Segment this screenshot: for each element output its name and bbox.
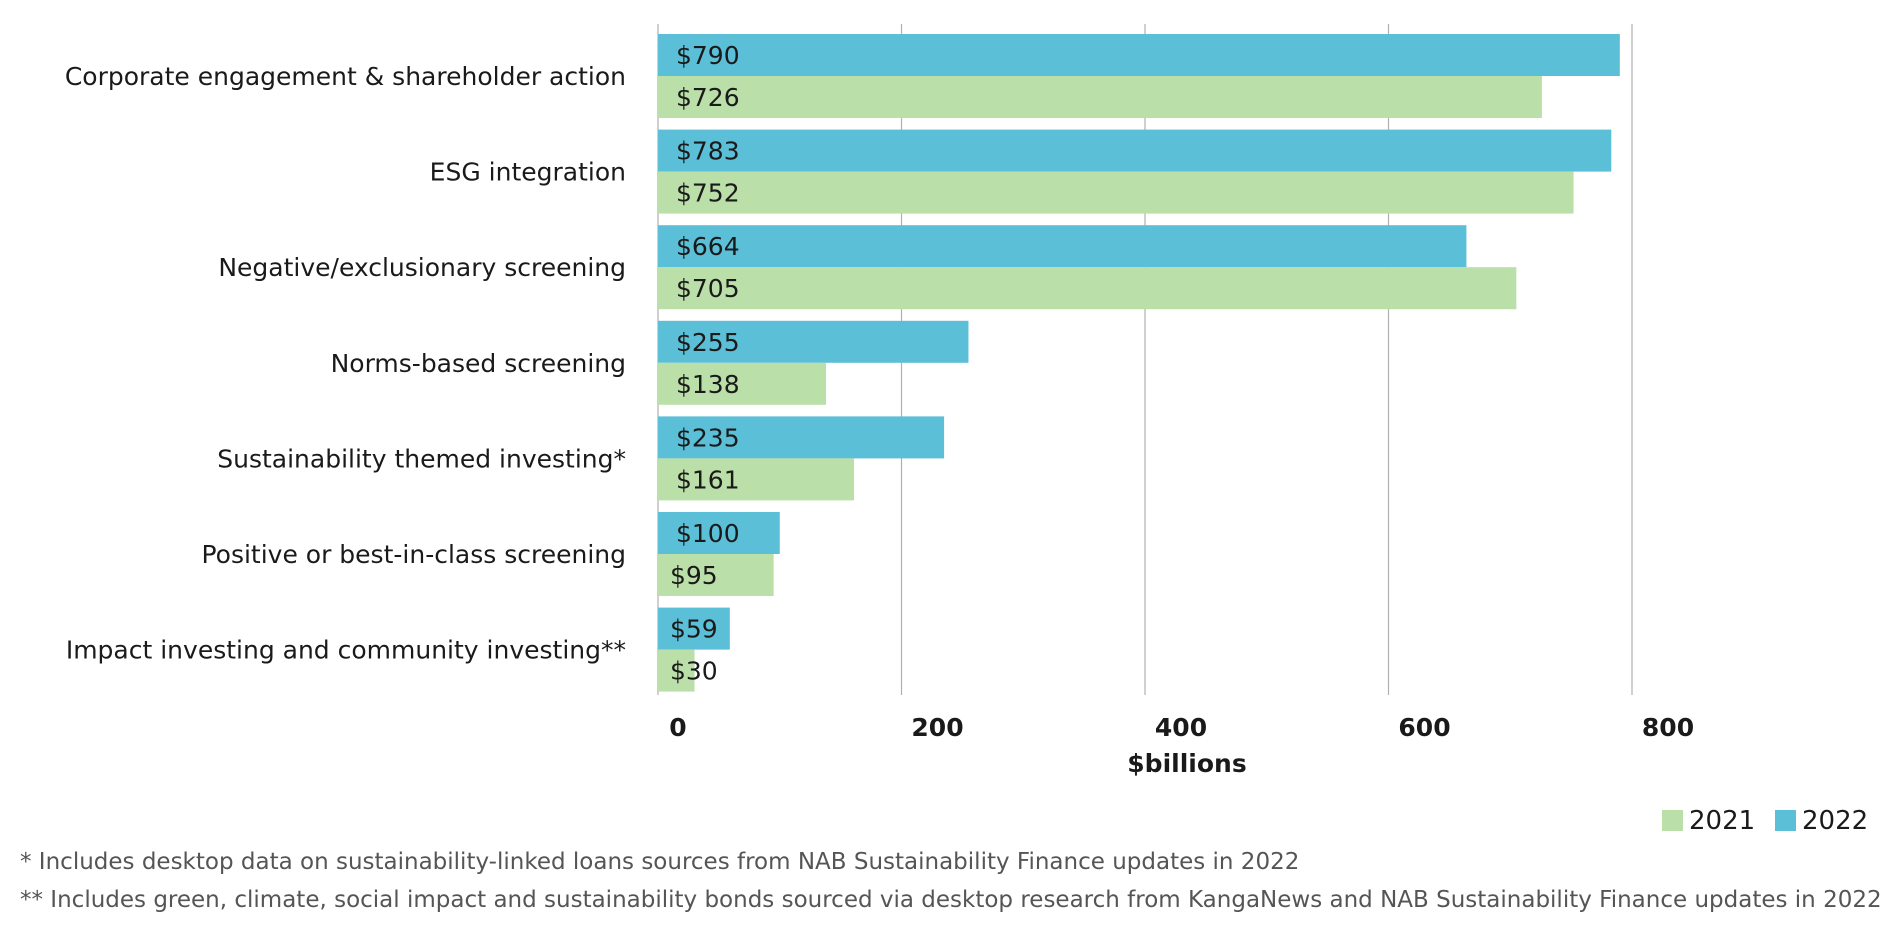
data-label: $30 bbox=[670, 657, 718, 686]
legend-label-2022: 2022 bbox=[1802, 806, 1868, 836]
bar-2021 bbox=[658, 76, 1542, 118]
data-label: $255 bbox=[676, 328, 740, 357]
data-label: $138 bbox=[676, 370, 740, 399]
category-label: Negative/exclusionary screening bbox=[218, 253, 626, 282]
bar-2021 bbox=[658, 649, 695, 692]
bar-2022 bbox=[658, 225, 1467, 268]
bar-2022 bbox=[658, 34, 1620, 76]
data-label: $664 bbox=[676, 232, 740, 261]
category-label: Corporate engagement & shareholder actio… bbox=[65, 62, 626, 91]
x-tick-label: 800 bbox=[1642, 713, 1694, 742]
category-label: Impact investing and community investing… bbox=[66, 636, 626, 665]
data-label: $790 bbox=[676, 41, 740, 70]
bar-2021 bbox=[658, 267, 1517, 310]
legend: 2021 2022 bbox=[1662, 806, 1868, 836]
data-label: $161 bbox=[676, 465, 740, 494]
x-tick-label: 200 bbox=[911, 713, 963, 742]
bar-2022 bbox=[658, 129, 1612, 172]
footnote-2: ** Includes green, climate, social impac… bbox=[20, 887, 1882, 913]
category-label: Positive or best-in-class screening bbox=[201, 540, 626, 569]
category-label: Norms-based screening bbox=[331, 349, 626, 378]
data-label: $705 bbox=[676, 274, 740, 303]
data-label: $100 bbox=[676, 519, 740, 548]
bar-2022 bbox=[658, 607, 730, 650]
data-label: $59 bbox=[670, 615, 718, 644]
bar-2022 bbox=[658, 416, 945, 459]
data-label: $95 bbox=[670, 561, 718, 590]
legend-swatch-2021 bbox=[1662, 810, 1683, 831]
bar-2021 bbox=[658, 554, 774, 596]
x-tick-label: 600 bbox=[1398, 713, 1450, 742]
x-tick-label: 400 bbox=[1155, 713, 1207, 742]
x-axis-ticks: 0 200 400 600 800 bbox=[669, 713, 1694, 742]
category-label: Sustainability themed investing* bbox=[217, 444, 626, 473]
legend-label-2021: 2021 bbox=[1689, 806, 1755, 836]
data-label: $235 bbox=[676, 423, 740, 452]
category-label: ESG integration bbox=[430, 158, 626, 187]
bar-2021 bbox=[658, 171, 1574, 214]
legend-swatch-2022 bbox=[1775, 810, 1796, 831]
bar-2021 bbox=[658, 362, 827, 405]
bar-2021 bbox=[658, 458, 855, 501]
data-label: $726 bbox=[676, 83, 740, 112]
data-label: $783 bbox=[676, 137, 740, 166]
footnote-1: * Includes desktop data on sustainabilit… bbox=[20, 849, 1300, 875]
data-label: $752 bbox=[676, 179, 740, 208]
bar-2022 bbox=[658, 320, 969, 363]
category-labels: Corporate engagement & shareholder actio… bbox=[65, 62, 626, 665]
bar-2022 bbox=[658, 512, 780, 554]
bars: $790 $726 $783 $752 $664 $705 $255 $138 $235 $161… bbox=[658, 34, 1620, 692]
x-axis-title: $billions bbox=[1127, 749, 1246, 778]
x-tick-label: 0 bbox=[669, 713, 686, 742]
